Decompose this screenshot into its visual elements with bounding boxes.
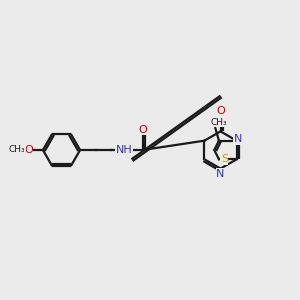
Text: NH: NH (116, 145, 132, 155)
Text: CH₃: CH₃ (210, 118, 227, 127)
Text: O: O (24, 145, 33, 155)
Text: CH₃: CH₃ (8, 146, 25, 154)
Text: O: O (138, 125, 147, 135)
Text: N: N (216, 169, 225, 179)
Text: S: S (221, 154, 228, 164)
Text: N: N (234, 134, 242, 144)
Text: O: O (216, 106, 225, 116)
